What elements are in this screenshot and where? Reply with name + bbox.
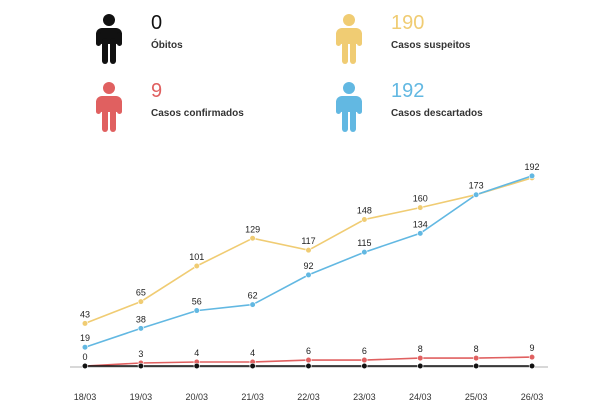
data-point: [305, 271, 312, 279]
data-label: 117: [301, 236, 315, 246]
x-tick-label: 26/03: [521, 392, 544, 402]
data-point: [361, 362, 368, 370]
stat-label: Casos confirmados: [151, 108, 244, 119]
stat-value: 192: [391, 80, 425, 102]
data-point: [417, 362, 424, 370]
data-point: [81, 344, 89, 351]
data-label: 9: [529, 343, 534, 353]
data-point: [137, 362, 144, 370]
data-point: [528, 353, 536, 361]
data-point: [473, 354, 480, 362]
person-icon: [96, 82, 122, 132]
data-label: 192: [524, 162, 539, 172]
x-tick-label: 25/03: [465, 392, 488, 402]
data-point: [193, 362, 200, 370]
data-label: 134: [413, 219, 428, 229]
stat-obitos: 0 Óbitos: [93, 12, 293, 74]
stat-value: 9: [151, 80, 163, 102]
data-label: 43: [80, 309, 90, 319]
data-label: 56: [192, 297, 202, 307]
x-tick-label: 22/03: [297, 392, 320, 402]
stat-label: Óbitos: [151, 40, 183, 51]
data-label: 19: [80, 333, 90, 343]
x-tick-label: 21/03: [241, 392, 264, 402]
data-point: [417, 230, 424, 237]
data-point: [81, 362, 89, 370]
data-label: 0: [82, 352, 87, 362]
data-label: 8: [474, 344, 479, 354]
data-point: [473, 191, 480, 198]
data-label: 3: [138, 349, 143, 359]
data-label: 148: [357, 205, 372, 215]
data-point: [305, 356, 312, 364]
data-point: [417, 354, 424, 362]
data-point: [193, 262, 200, 270]
stat-value: 0: [151, 12, 163, 34]
data-point: [361, 216, 368, 223]
stat-value: 190: [391, 12, 425, 34]
x-tick-label: 18/03: [74, 392, 97, 402]
data-point: [193, 307, 200, 314]
stat-label: Casos suspeitos: [391, 40, 471, 51]
data-point: [249, 362, 256, 370]
stat-suspeitos: 190 Casos suspeitos: [333, 12, 533, 74]
data-point: [81, 320, 89, 327]
data-point: [528, 362, 536, 370]
x-tick-label: 19/03: [130, 392, 153, 402]
data-label: 6: [362, 346, 367, 356]
data-point: [249, 235, 256, 242]
data-point: [137, 325, 144, 332]
data-label: 62: [248, 291, 258, 301]
data-point: [249, 301, 256, 308]
data-label: 115: [357, 238, 371, 248]
data-label: 38: [136, 314, 146, 324]
stat-confirmados: 9 Casos confirmados: [93, 80, 293, 142]
data-label: 6: [306, 346, 311, 356]
data-label: 160: [413, 194, 428, 204]
data-point: [361, 249, 368, 256]
data-label: 4: [250, 348, 255, 358]
person-icon: [336, 82, 362, 132]
data-point: [361, 356, 368, 364]
data-label: 101: [189, 252, 204, 262]
person-icon: [336, 14, 362, 64]
data-label: 129: [245, 224, 260, 234]
data-point: [305, 362, 312, 370]
data-label: 8: [418, 344, 423, 354]
data-point: [305, 247, 312, 254]
x-tick-label: 20/03: [185, 392, 208, 402]
data-point: [528, 172, 536, 180]
x-tick-label: 23/03: [353, 392, 376, 402]
data-label: 173: [469, 181, 484, 191]
data-label: 65: [136, 288, 146, 298]
data-point: [417, 204, 424, 211]
data-label: 92: [303, 261, 313, 271]
stat-descartados: 192 Casos descartados: [333, 80, 533, 142]
data-point: [137, 298, 144, 305]
person-icon: [96, 14, 122, 64]
x-tick-label: 24/03: [409, 392, 432, 402]
stat-label: Casos descartados: [391, 108, 483, 119]
data-point: [473, 362, 480, 370]
data-label: 4: [194, 348, 199, 358]
